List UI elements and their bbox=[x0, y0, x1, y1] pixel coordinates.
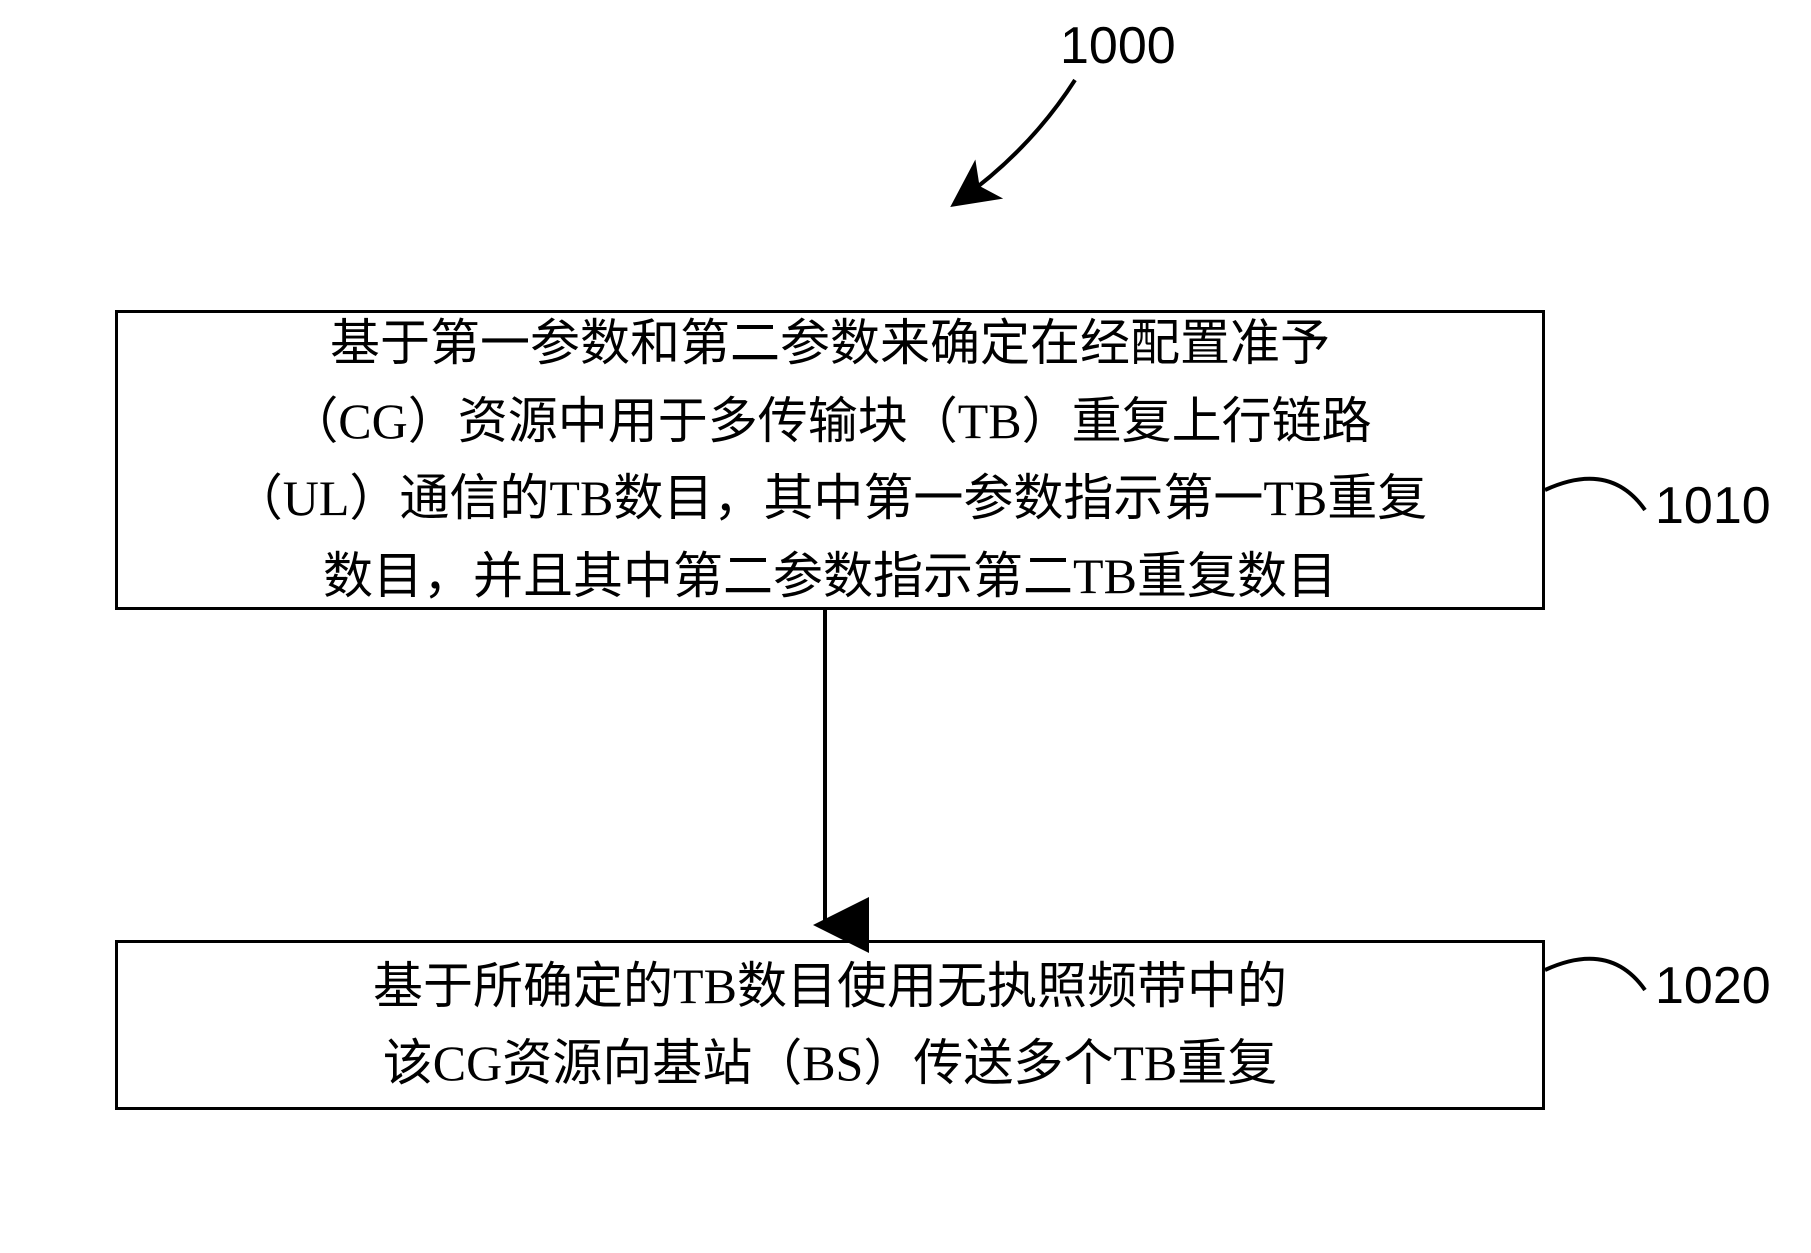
step-2-leader bbox=[0, 0, 1811, 1253]
flowchart-canvas: 1000 基于第一参数和第二参数来确定在经配置准予 （CG）资源中用于多传输块（… bbox=[0, 0, 1811, 1253]
step-2-id-label: 1020 bbox=[1655, 960, 1771, 1012]
